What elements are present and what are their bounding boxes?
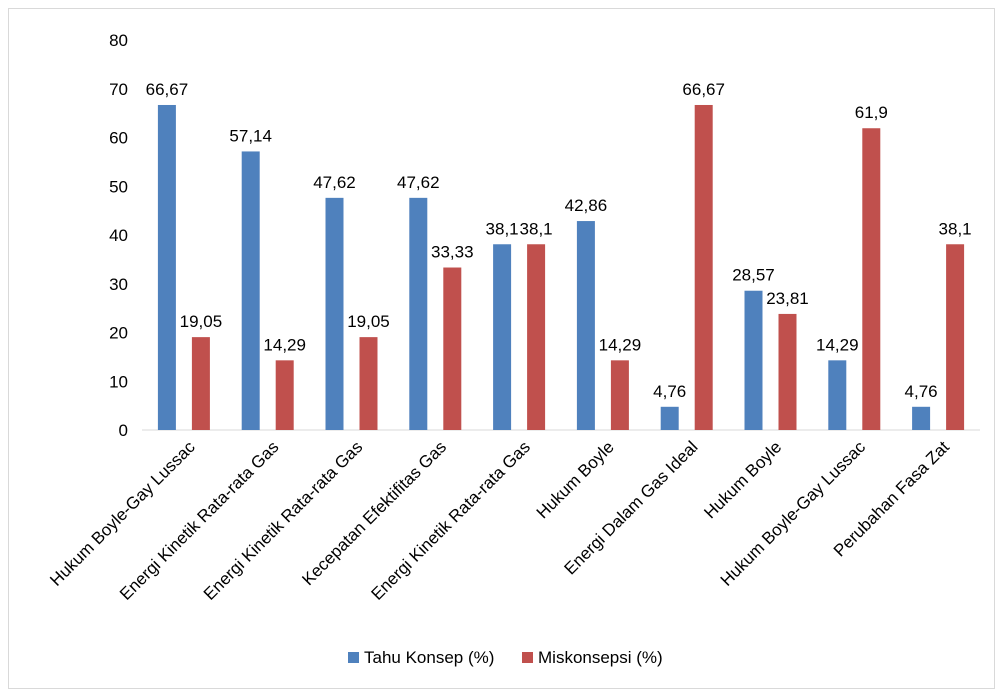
bar-miskonsepsi [610, 360, 629, 430]
data-label: 14,29 [816, 335, 859, 354]
bar-tahu-konsep [409, 197, 428, 430]
bar-miskonsepsi [191, 337, 210, 430]
category-label: Energi Dalam Gas Ideal [560, 437, 701, 578]
y-tick-label: 30 [109, 275, 128, 294]
bar-tahu-konsep [241, 151, 260, 430]
bar-tahu-konsep [828, 360, 847, 430]
data-label: 47,62 [397, 173, 440, 192]
data-label: 14,29 [263, 335, 306, 354]
data-label: 19,05 [180, 312, 223, 331]
y-tick-label: 50 [109, 177, 128, 196]
category-label: Hukum Boyle-Gay Lussac [717, 437, 870, 590]
data-label: 47,62 [313, 173, 356, 192]
data-label: 28,57 [732, 266, 775, 285]
data-label: 61,9 [855, 103, 888, 122]
y-tick-label: 70 [109, 80, 128, 99]
category-label: Energi Kinetik Rata-rata Gas [116, 437, 282, 603]
y-tick-label: 40 [109, 226, 128, 245]
y-tick-label: 0 [119, 421, 128, 440]
y-tick-label: 10 [109, 372, 128, 391]
category-label: Energi Kinetik Rata-rata Gas [200, 437, 366, 603]
data-label: 19,05 [347, 312, 390, 331]
bar-miskonsepsi [778, 313, 797, 430]
data-label: 14,29 [599, 335, 642, 354]
data-label: 4,76 [653, 382, 686, 401]
bar-miskonsepsi [527, 244, 546, 430]
category-label: Hukum Boyle [700, 437, 785, 522]
y-tick-label: 60 [109, 129, 128, 148]
bar-miskonsepsi [694, 104, 713, 430]
data-label: 42,86 [565, 196, 608, 215]
legend-label: Tahu Konsep (%) [364, 648, 494, 667]
bar-tahu-konsep [744, 290, 763, 430]
bar-miskonsepsi [359, 337, 378, 430]
bar-tahu-konsep [576, 221, 595, 430]
bar-tahu-konsep [912, 406, 931, 430]
legend-swatch-tahu-konsep [348, 652, 359, 663]
bar-tahu-konsep [325, 197, 344, 430]
data-label: 66,67 [146, 80, 189, 99]
data-label: 38,1 [939, 219, 972, 238]
category-label: Kecepatan Efektifitas Gas [298, 437, 450, 589]
bar-tahu-konsep [493, 244, 512, 430]
category-label: Hukum Boyle [533, 437, 618, 522]
y-tick-label: 80 [109, 31, 128, 50]
data-label: 38,1 [486, 219, 519, 238]
y-tick-label: 20 [109, 324, 128, 343]
bar-miskonsepsi [862, 128, 881, 431]
bar-miskonsepsi [946, 244, 965, 430]
data-label: 38,1 [520, 219, 553, 238]
data-label: 66,67 [682, 80, 725, 99]
legend-label: Miskonsepsi (%) [538, 648, 663, 667]
category-label: Energi Kinetik Rata-rata Gas [367, 437, 533, 603]
bar-tahu-konsep [157, 104, 176, 430]
bar-miskonsepsi [275, 360, 294, 430]
data-label: 23,81 [766, 289, 809, 308]
category-label: Hukum Boyle-Gay Lussac [46, 437, 199, 590]
bar-miskonsepsi [443, 267, 462, 430]
legend-swatch-miskonsepsi [522, 652, 533, 663]
bar-tahu-konsep [660, 406, 679, 430]
data-label: 57,14 [229, 126, 272, 145]
data-label: 4,76 [905, 382, 938, 401]
data-label: 33,33 [431, 243, 474, 262]
